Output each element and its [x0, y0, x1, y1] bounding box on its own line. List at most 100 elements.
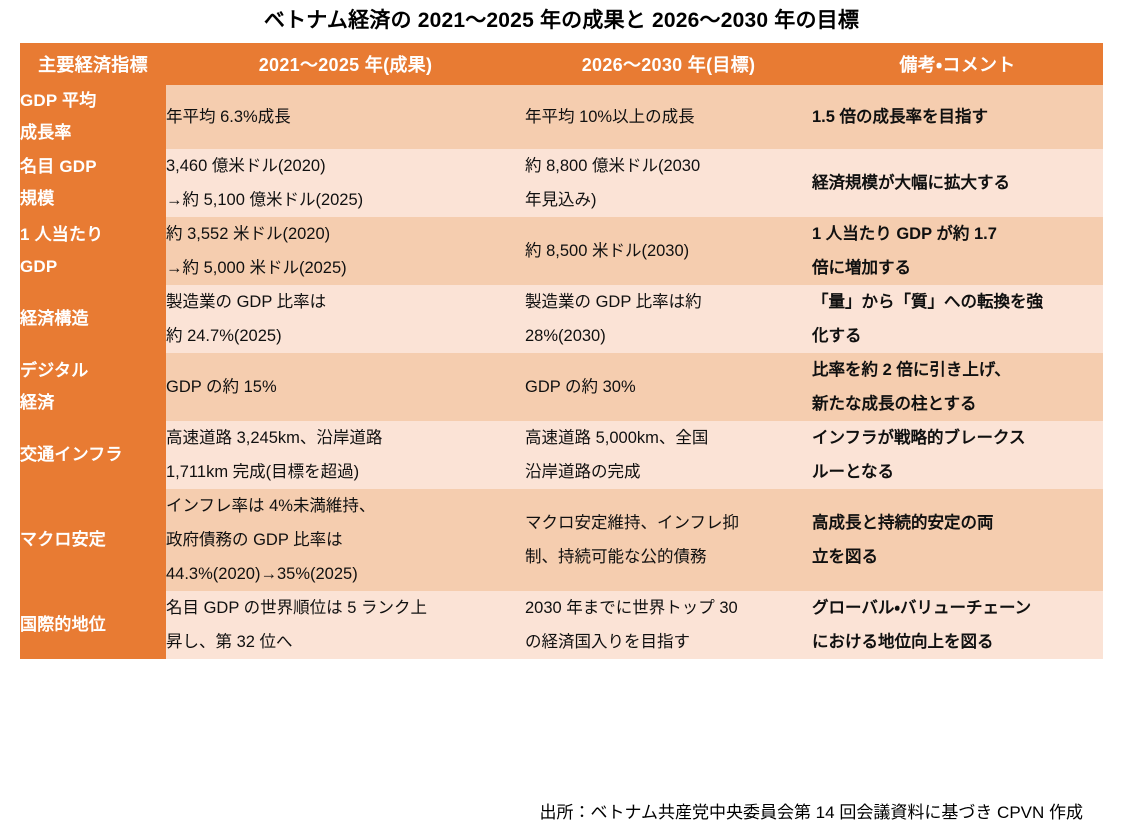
cell-target: マクロ安定維持、インフレ抑 制、持続可能な公的債務: [525, 489, 812, 591]
row-label-indicator: GDP 平均 成長率: [20, 85, 166, 149]
cell-line: 1 人当たり: [20, 225, 104, 244]
cell-line: 名目 GDP の世界順位は 5 ランク上: [166, 599, 427, 617]
table-row: デジタル 経済 GDP の約 15% GDP の約 30% 比率を約 2 倍に引き上げ、…: [20, 353, 1103, 421]
cell-line: 経済構造: [20, 309, 89, 328]
cell-line: GDP の約 30%: [525, 378, 636, 396]
row-label-indicator: 交通インフラ: [20, 421, 166, 489]
table-row: 交通インフラ 高速道路 3,245km、沿岸道路 1,711km 完成(目標を超過)…: [20, 421, 1103, 489]
cell-line: 約 8,800 億米ドル(2030: [525, 157, 701, 175]
cell-line: 制、持続可能な公的債務: [525, 548, 707, 566]
table-row: 国際的地位 名目 GDP の世界順位は 5 ランク上 昇し、第 32 位へ 2030 …: [20, 591, 1103, 659]
cell-result: 名目 GDP の世界順位は 5 ランク上 昇し、第 32 位へ: [166, 591, 525, 659]
cell-line: 規模: [20, 189, 55, 208]
cell-note: 1 人当たり GDP が約 1.7 倍に増加する: [812, 217, 1103, 285]
row-label-indicator: 名目 GDP 規模: [20, 149, 166, 217]
cell-line: 立を図る: [812, 548, 878, 566]
cell-line: 年見込み): [525, 191, 597, 209]
cell-line: 名目 GDP: [20, 157, 97, 176]
cell-line: 約 24.7%(2025): [166, 327, 282, 345]
cell-line: 1 人当たり GDP が約 1.7: [812, 225, 997, 243]
cell-target: 約 8,500 米ドル(2030): [525, 217, 812, 285]
cell-note: 「量」から「質」への転換を強 化する: [812, 285, 1103, 353]
cell-line: 高速道路 5,000km、全国: [525, 429, 709, 447]
cell-line: 経済規模が大幅に拡大する: [812, 174, 1010, 192]
cell-line: 比率を約 2 倍に引き上げ、: [812, 361, 1011, 379]
cell-line: マクロ安定維持、インフレ抑: [525, 514, 740, 532]
cell-line: 年平均 10%以上の成長: [525, 108, 695, 126]
cell-line: →約 5,000 米ドル(2025): [166, 259, 347, 277]
table-header: 主要経済指標 2021〜2025 年(成果) 2026〜2030 年(目標) 備…: [20, 43, 1103, 85]
row-label-indicator: 1 人当たり GDP: [20, 217, 166, 285]
cell-target: 製造業の GDP 比率は約 28%(2030): [525, 285, 812, 353]
cell-line: 国際的地位: [20, 615, 106, 634]
cell-result: インフレ率は 4%未満維持、 政府債務の GDP 比率は 44.3%(2020)→3…: [166, 489, 525, 591]
column-header-result: 2021〜2025 年(成果): [166, 43, 525, 85]
cell-line: 沿岸道路の完成: [525, 463, 641, 481]
row-label-indicator: 経済構造: [20, 285, 166, 353]
cell-note: インフラが戦略的ブレークス ルーとなる: [812, 421, 1103, 489]
cell-line: マクロ安定: [20, 530, 106, 549]
cell-target: 約 8,800 億米ドル(2030 年見込み): [525, 149, 812, 217]
cell-line: インフラが戦略的ブレークス: [812, 429, 1026, 447]
cell-target: 2030 年までに世界トップ 30 の経済国入りを目指す: [525, 591, 812, 659]
cell-line: 「量」から「質」への転換を強: [812, 293, 1043, 311]
cell-note: 経済規模が大幅に拡大する: [812, 149, 1103, 217]
column-header-target: 2026〜2030 年(目標): [525, 43, 812, 85]
cell-note: 1.5 倍の成長率を目指す: [812, 85, 1103, 149]
cell-line: 2030 年までに世界トップ 30: [525, 599, 738, 617]
economic-indicators-table-wrapper: 主要経済指標 2021〜2025 年(成果) 2026〜2030 年(目標) 備…: [20, 43, 1103, 659]
cell-line: 1,711km 完成(目標を超過): [166, 463, 360, 481]
cell-line: 倍に増加する: [812, 259, 911, 277]
column-header-indicator: 主要経済指標: [20, 43, 166, 85]
cell-line: デジタル: [20, 361, 89, 380]
cell-line: GDP の約 15%: [166, 378, 277, 396]
cell-line: 約 3,552 米ドル(2020): [166, 225, 331, 243]
economic-indicators-table: 主要経済指標 2021〜2025 年(成果) 2026〜2030 年(目標) 備…: [20, 43, 1103, 659]
row-label-indicator: デジタル 経済: [20, 353, 166, 421]
cell-line: 経済: [20, 393, 55, 412]
cell-line: GDP 平均: [20, 91, 97, 110]
column-header-note: 備考・コメント: [812, 43, 1103, 85]
table-body: GDP 平均 成長率 年平均 6.3%成長 年平均 10%以上の成長 1.5 倍の成長率…: [20, 85, 1103, 659]
cell-line: 交通インフラ: [20, 445, 123, 464]
cell-line: 3,460 億米ドル(2020): [166, 157, 326, 175]
cell-line: 1.5 倍の成長率を目指す: [812, 108, 989, 126]
cell-target: 高速道路 5,000km、全国 沿岸道路の完成: [525, 421, 812, 489]
cell-line: ルーとなる: [812, 463, 895, 481]
cell-line: 化する: [812, 327, 862, 345]
cell-line: 製造業の GDP 比率は: [166, 293, 327, 311]
cell-line: 新たな成長の柱とする: [812, 395, 977, 413]
table-row: GDP 平均 成長率 年平均 6.3%成長 年平均 10%以上の成長 1.5 倍の成長率…: [20, 85, 1103, 149]
row-label-indicator: 国際的地位: [20, 591, 166, 659]
page-title: ベトナム経済の 2021〜2025 年の成果と 2026〜2030 年の目標: [263, 9, 860, 32]
cell-line: 高成長と持続的安定の両: [812, 514, 994, 532]
cell-note: 比率を約 2 倍に引き上げ、 新たな成長の柱とする: [812, 353, 1103, 421]
cell-note: 高成長と持続的安定の両 立を図る: [812, 489, 1103, 591]
cell-result: 年平均 6.3%成長: [166, 85, 525, 149]
cell-line: グローバル・バリューチェーン: [812, 599, 1032, 617]
cell-line: GDP: [20, 257, 58, 276]
table-row: 経済構造 製造業の GDP 比率は約 24.7%(2025) 製造業の GDP 比率…: [20, 285, 1103, 353]
cell-line: の経済国入りを目指す: [525, 633, 690, 651]
cell-line: インフレ率は 4%未満維持、: [166, 497, 376, 515]
source-note: 出所：ベトナム共産党中央委員会第 14 回会議資料に基づき CPVN 作成: [539, 803, 1083, 822]
cell-line: における地位向上を図る: [812, 633, 994, 651]
cell-line: 年平均 6.3%成長: [166, 108, 291, 126]
cell-result: GDP の約 15%: [166, 353, 525, 421]
cell-line: 高速道路 3,245km、沿岸道路: [166, 429, 383, 447]
table-row: 名目 GDP 規模 3,460 億米ドル(2020) →約 5,100 億米ドル(20…: [20, 149, 1103, 217]
cell-line: 製造業の GDP 比率は約: [525, 293, 702, 311]
row-label-indicator: マクロ安定: [20, 489, 166, 591]
cell-note: グローバル・バリューチェーン における地位向上を図る: [812, 591, 1103, 659]
cell-line: 28%(2030): [525, 327, 606, 345]
cell-line: 昇し、第 32 位へ: [166, 633, 293, 651]
cell-target: 年平均 10%以上の成長: [525, 85, 812, 149]
cell-result: 3,460 億米ドル(2020) →約 5,100 億米ドル(2025): [166, 149, 525, 217]
cell-line: 約 8,500 米ドル(2030): [525, 242, 690, 260]
table-header-row: 主要経済指標 2021〜2025 年(成果) 2026〜2030 年(目標) 備…: [20, 43, 1103, 85]
cell-target: GDP の約 30%: [525, 353, 812, 421]
cell-line: 成長率: [20, 123, 72, 142]
cell-result: 製造業の GDP 比率は約 24.7%(2025): [166, 285, 525, 353]
cell-result: 高速道路 3,245km、沿岸道路 1,711km 完成(目標を超過): [166, 421, 525, 489]
